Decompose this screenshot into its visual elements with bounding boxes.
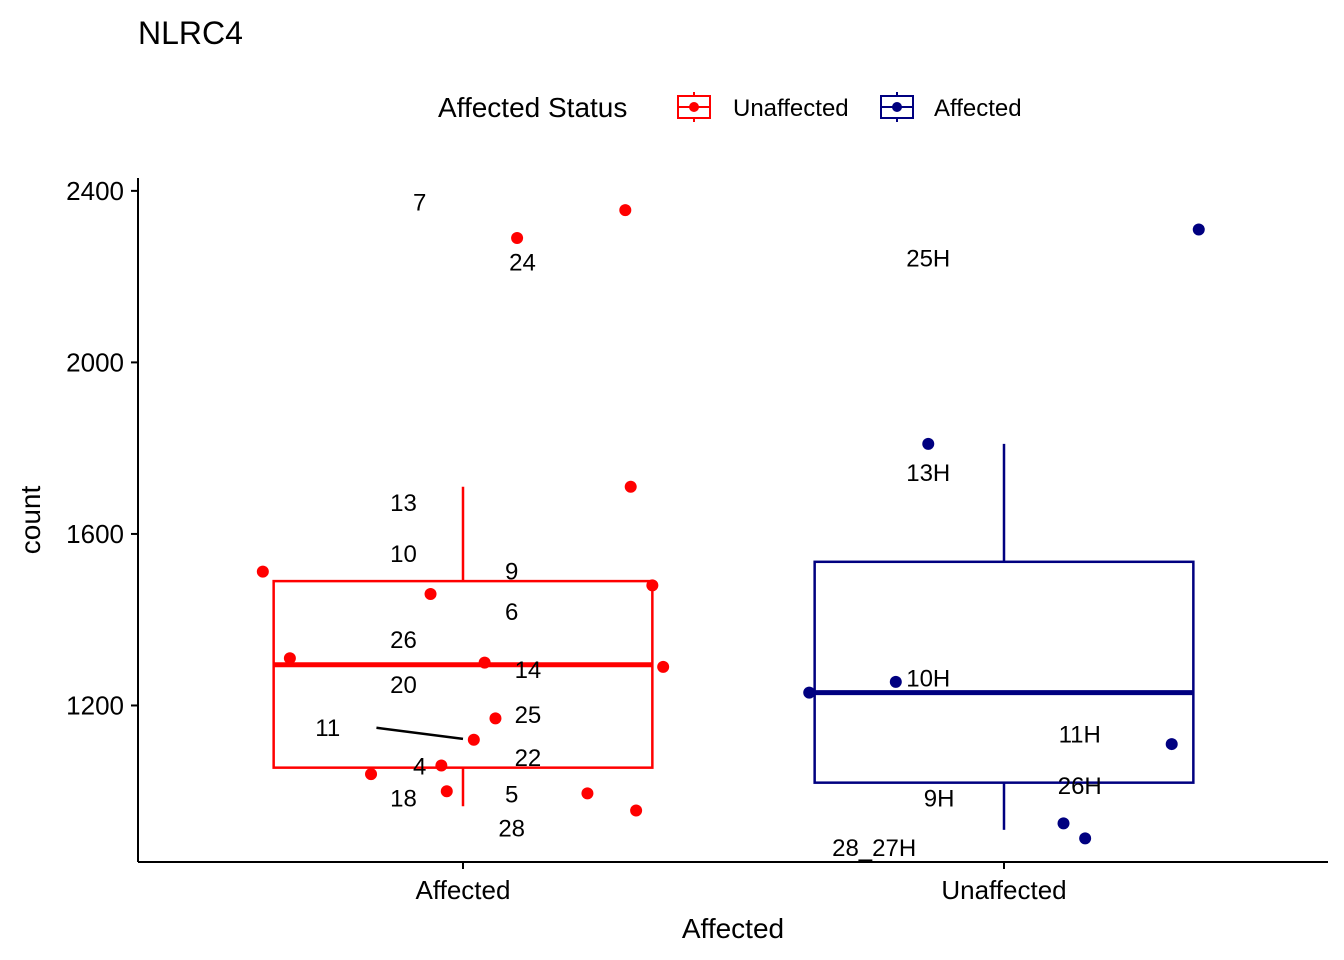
data-point-0 — [619, 204, 632, 217]
point-label-12: 4 — [413, 754, 426, 781]
data-point-12 — [365, 768, 378, 781]
point-label-18: 10H — [906, 666, 950, 693]
point-label-8: 20 — [390, 672, 417, 699]
point-label-14: 18 — [390, 786, 417, 813]
point-label-5: 6 — [505, 599, 518, 626]
data-point-7 — [478, 656, 491, 669]
point-label-20: 26H — [1058, 773, 1102, 800]
point-label-0: 7 — [413, 190, 426, 217]
data-point-8 — [657, 660, 670, 673]
data-point-15 — [630, 804, 643, 817]
point-label-22: 28_27H — [832, 835, 916, 862]
point-label-13: 5 — [505, 781, 518, 808]
y-tick-label-2000: 2000 — [66, 347, 124, 377]
legend-key-unaffected-point — [689, 102, 699, 112]
point-label-7: 14 — [515, 657, 542, 684]
data-point-18 — [889, 675, 902, 688]
data-point-2 — [624, 480, 637, 493]
point-label-15: 28 — [498, 816, 525, 843]
data-point-17 — [922, 437, 935, 450]
legend-title: Affected Status — [438, 92, 627, 123]
data-point-20 — [1165, 738, 1178, 751]
y-axis-title: count — [15, 486, 46, 555]
data-point-6 — [283, 652, 296, 665]
y-tick-label-1600: 1600 — [66, 519, 124, 549]
point-label-16: 25H — [906, 245, 950, 272]
y-tick-label-1200: 1200 — [66, 690, 124, 720]
chart-title: NLRC4 — [138, 15, 243, 51]
label-connector-0 — [376, 726, 464, 741]
data-point-4 — [646, 579, 659, 592]
legend-key-affected — [880, 92, 914, 122]
x-tick-label-affected: Affected — [416, 875, 511, 905]
point-label-1: 24 — [509, 250, 536, 277]
data-point-19 — [803, 686, 816, 699]
point-label-2: 13 — [390, 490, 417, 517]
point-label-9: 25 — [515, 702, 542, 729]
point-label-11: 22 — [515, 745, 542, 772]
data-point-5 — [424, 587, 437, 600]
point-label-6: 26 — [390, 627, 417, 654]
data-point-14 — [581, 787, 594, 800]
box-unaffected — [813, 560, 1195, 784]
data-point-22 — [1079, 832, 1092, 845]
point-label-17: 13H — [906, 460, 950, 487]
plot-area: 7 24 13 10 9 6 26 14 20 25 11 22 4 5 18 28 25H 13H 10H 11H 2… — [256, 190, 1205, 862]
data-point-13 — [440, 785, 453, 798]
data-point-16 — [1192, 223, 1205, 236]
data-point-9 — [489, 712, 502, 725]
legend-label-affected: Affected — [934, 95, 1022, 122]
data-point-1 — [511, 232, 524, 245]
x-axis-title: Affected — [682, 913, 784, 944]
point-label-10: 11 — [315, 715, 340, 742]
data-point-10 — [467, 733, 480, 746]
legend: Affected Status Unaffected Affected — [438, 92, 1022, 123]
point-label-3: 10 — [390, 541, 417, 568]
x-tick-label-unaffected: Unaffected — [941, 875, 1066, 905]
axes: 1200 1600 2000 2400 Affected Unaffected — [66, 176, 1066, 905]
data-point-11 — [435, 759, 448, 772]
box-affected — [272, 579, 654, 769]
legend-key-affected-point — [892, 102, 902, 112]
data-point-21 — [1057, 817, 1070, 830]
point-label-4: 9 — [505, 558, 518, 585]
point-label-19: 11H — [1059, 721, 1101, 748]
y-tick-label-2400: 2400 — [66, 176, 124, 206]
legend-key-unaffected — [677, 92, 711, 122]
point-label-21: 9H — [924, 786, 955, 813]
legend-label-unaffected: Unaffected — [733, 95, 849, 122]
data-point-3 — [256, 565, 269, 578]
